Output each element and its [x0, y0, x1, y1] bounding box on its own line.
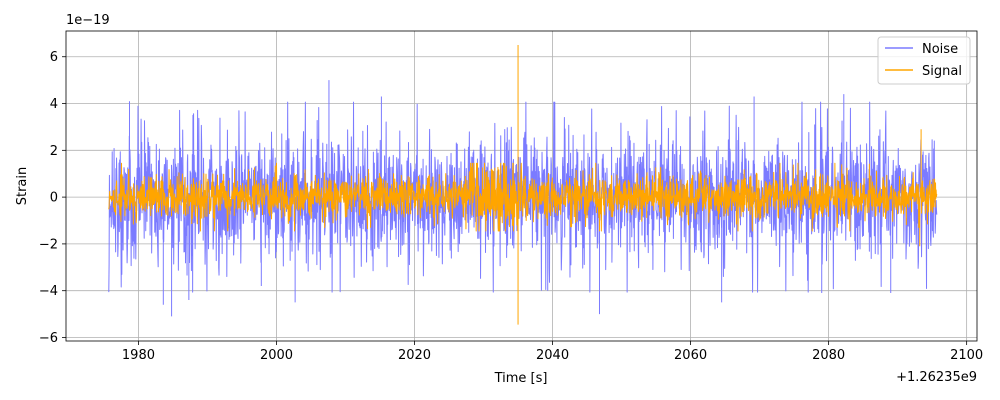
y-tick-label: −4: [39, 284, 58, 299]
y-axis-title: Strain: [15, 167, 30, 206]
legend-label-noise: Noise: [922, 42, 958, 57]
x-offset-label: +1.26235e9: [896, 370, 977, 385]
y-tick-label: 6: [50, 50, 58, 65]
x-tick-label: 2040: [536, 348, 569, 363]
x-tick-label: 2000: [260, 348, 293, 363]
y-axis: −6 −4 −2 0 2 4 6: [39, 50, 66, 346]
x-tick-label: 2100: [950, 348, 983, 363]
x-tick-label: 2080: [812, 348, 845, 363]
y-tick-label: 2: [50, 144, 58, 159]
x-tick-label: 2020: [398, 348, 431, 363]
y-tick-label: −6: [39, 331, 58, 346]
x-tick-label: 2060: [674, 348, 707, 363]
legend-label-signal: Signal: [922, 64, 962, 79]
series-line-noise: [108, 80, 938, 317]
x-axis-title: Time [s]: [494, 371, 548, 386]
plot-frame: [65, 30, 978, 342]
y-tick-label: 0: [50, 191, 58, 206]
x-axis: 1980 2000 2020 2040 2060 2080 2100: [122, 341, 983, 363]
series-layer: [108, 45, 938, 325]
y-tick-label: −2: [39, 237, 58, 252]
legend: Noise Signal: [877, 36, 971, 85]
y-tick-label: 4: [50, 97, 58, 112]
x-tick-label: 1980: [122, 348, 155, 363]
series-line-signal: [108, 45, 938, 325]
y-scale-label: 1e−19: [66, 13, 110, 28]
